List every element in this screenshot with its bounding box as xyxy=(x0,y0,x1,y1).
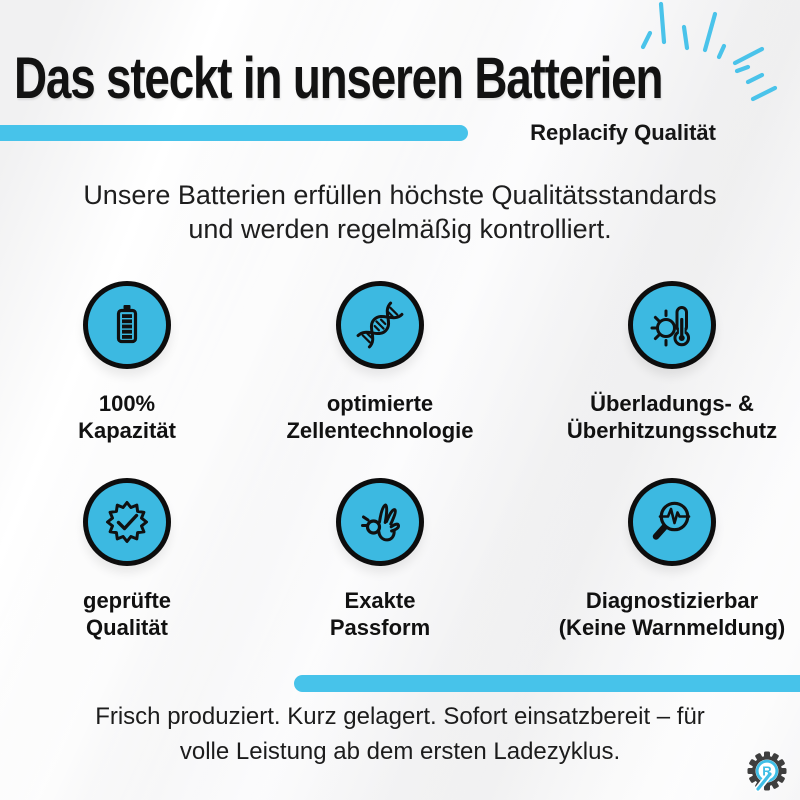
brand-tagline: Replacify Qualität xyxy=(530,120,716,145)
feature-circle xyxy=(336,281,424,369)
diagnostics-icon xyxy=(652,501,691,540)
feature-card-cell-technology: optimierte Zellentechnologie xyxy=(254,281,506,444)
feature-card-protection: Überladungs- & Überhitzungsschutz xyxy=(506,281,800,444)
subtitle-line-1: Unsere Batterien erfüllen höchste Qualit… xyxy=(83,180,717,210)
page-title: Das steckt in unseren Batterien xyxy=(14,46,663,111)
feature-circle xyxy=(336,478,424,566)
top-accent-bar xyxy=(0,125,468,141)
footer-text: Frisch produziert. Kurz gelagert. Sofort… xyxy=(0,699,800,769)
feature-circle xyxy=(628,281,716,369)
feature-label: optimierte Zellentechnologie xyxy=(286,391,474,443)
feature-label: Diagnostizierbar (Keine Warnmeldung) xyxy=(558,588,786,640)
overheat-protection-icon xyxy=(650,306,691,347)
footer-line-1: Frisch produziert. Kurz gelagert. Sofort… xyxy=(95,703,705,730)
footer-line-2: volle Leistung ab dem ersten Ladezyklus. xyxy=(179,738,621,765)
feature-circle xyxy=(83,478,171,566)
logo-letter: R xyxy=(762,764,772,779)
quality-badge-icon xyxy=(106,501,148,543)
feature-label: geprüfte Qualität xyxy=(83,588,171,640)
feature-label: Überladungs- & Überhitzungsschutz xyxy=(566,391,778,443)
feature-card-quality: geprüfte Qualität xyxy=(0,478,254,641)
feature-circle xyxy=(83,281,171,369)
feature-card-diagnostics: Diagnostizierbar (Keine Warnmeldung) xyxy=(506,478,800,641)
replacify-logo: R xyxy=(747,751,787,793)
dna-icon xyxy=(356,301,404,349)
feature-circle xyxy=(628,478,716,566)
feature-label: 100% Kapazität xyxy=(78,391,176,443)
feature-grid: 100% Kapazität xyxy=(0,281,800,641)
ok-hand-icon xyxy=(361,503,400,542)
sparkle-rays-icon xyxy=(640,1,778,102)
subtitle: Unsere Batterien erfüllen höchste Qualit… xyxy=(0,178,800,246)
subtitle-line-2: und werden regelmäßig kontrolliert. xyxy=(188,214,612,244)
feature-label: Exakte Passform xyxy=(329,588,431,640)
battery-full-icon xyxy=(116,305,138,344)
bottom-accent-bar xyxy=(294,675,800,692)
feature-card-capacity: 100% Kapazität xyxy=(0,281,254,444)
feature-card-fit: Exakte Passform xyxy=(254,478,506,641)
